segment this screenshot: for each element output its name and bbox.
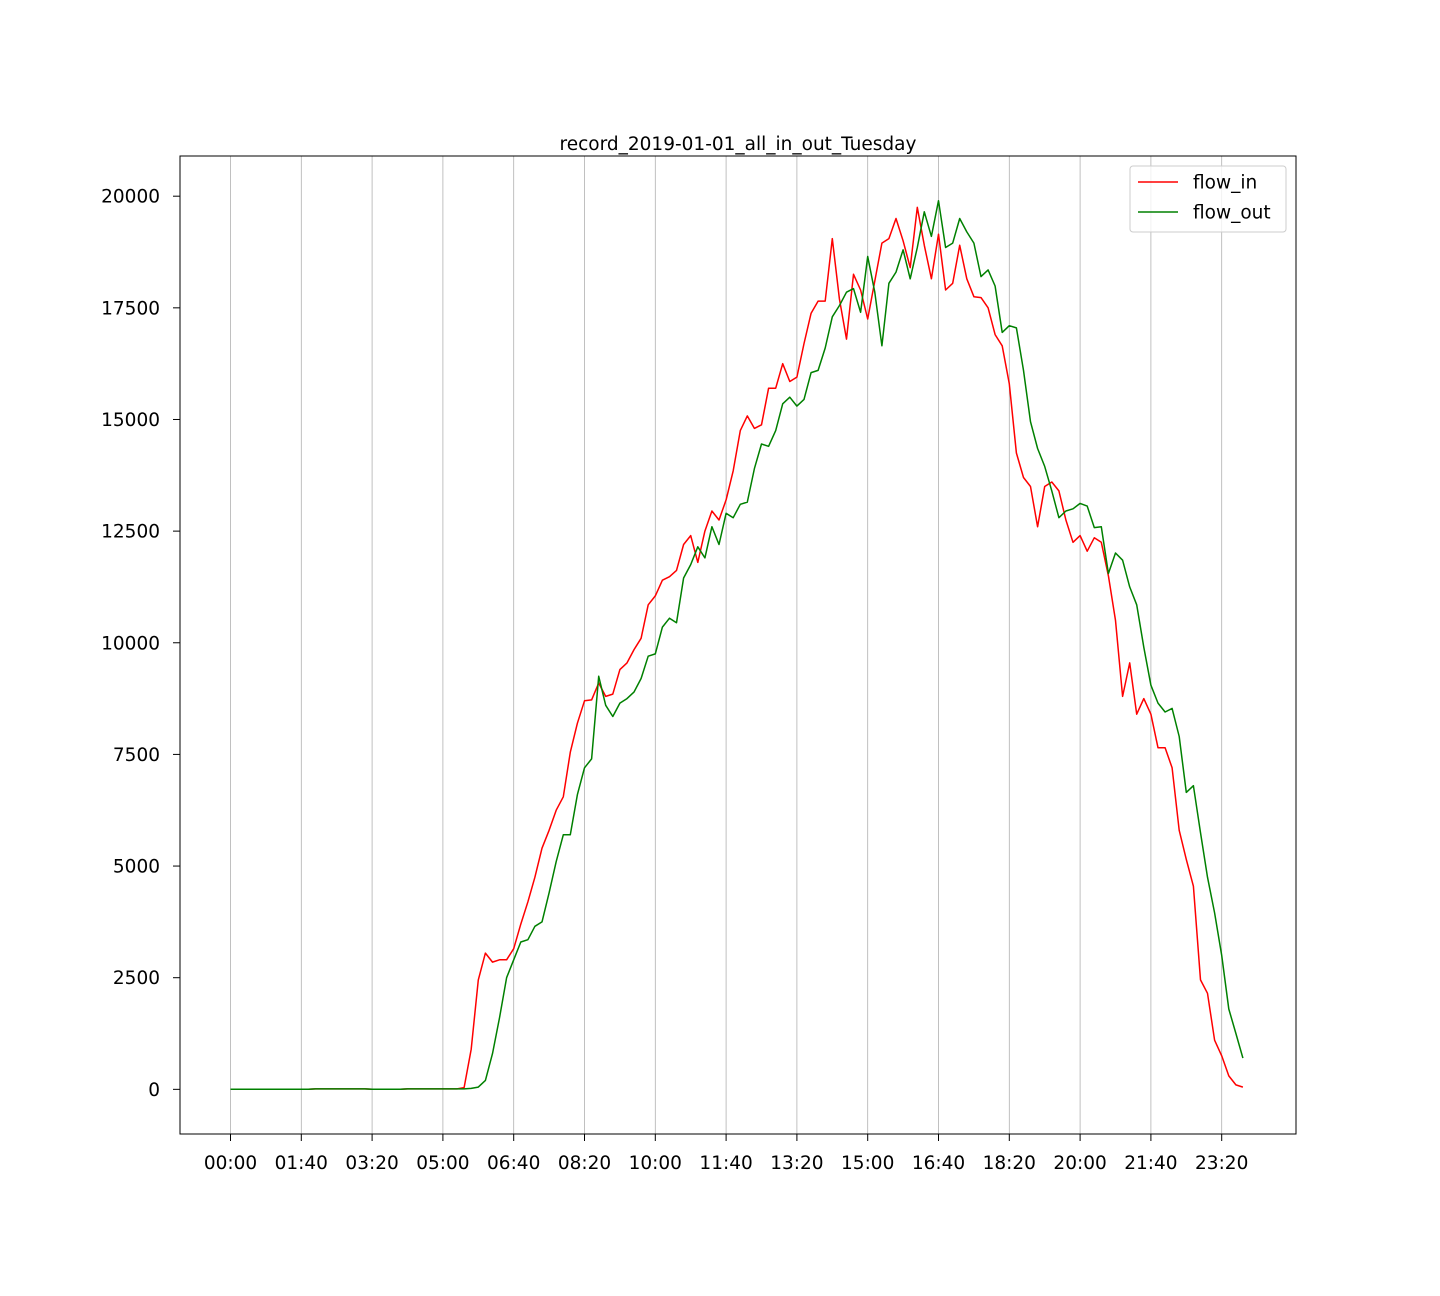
y-tick-label: 7500 — [113, 745, 160, 766]
x-tick-label: 20:00 — [1053, 1153, 1106, 1174]
plot-frame — [179, 155, 1297, 1135]
y-tick-label: 2500 — [113, 968, 160, 989]
series-line-flow-in — [230, 206, 1244, 1091]
y-tick-label: 20000 — [101, 187, 160, 208]
y-axis: 0 2500 5000 7500 10000 12500 15000 17500 20000 — [101, 187, 180, 1101]
x-tick-label: 05:00 — [416, 1153, 469, 1174]
x-tick-label: 06:40 — [487, 1153, 540, 1174]
chart-title: record_2019-01-01_all_in_out_Tuesday — [560, 134, 917, 155]
plot-series-lines — [230, 199, 1244, 1091]
x-tick-label: 03:20 — [345, 1153, 398, 1174]
y-tick-label: 17500 — [101, 298, 160, 319]
x-tick-label: 11:40 — [699, 1153, 752, 1174]
x-tick-label: 00:00 — [204, 1153, 257, 1174]
x-tick-label: 10:00 — [629, 1153, 682, 1174]
y-tick-label: 15000 — [101, 410, 160, 431]
x-tick-label: 23:20 — [1195, 1153, 1248, 1174]
x-tick-label: 18:20 — [983, 1153, 1036, 1174]
legend: flow_in flow_out — [1129, 165, 1287, 233]
series-line-flow-out — [230, 199, 1244, 1091]
legend-label: flow_in — [1193, 173, 1257, 194]
x-tick-label: 15:00 — [841, 1153, 894, 1174]
x-axis: 00:00 01:40 03:20 05:00 06:40 08:20 10:00 11:40… — [204, 1134, 1248, 1174]
x-tick-label: 01:40 — [275, 1153, 328, 1174]
x-tick-label: 13:20 — [770, 1153, 823, 1174]
x-tick-label: 16:40 — [912, 1153, 965, 1174]
x-tick-label: 21:40 — [1124, 1153, 1177, 1174]
x-tick-label: 08:20 — [558, 1153, 611, 1174]
y-tick-label: 10000 — [101, 633, 160, 654]
legend-label: flow_out — [1193, 203, 1271, 224]
x-gridlines — [230, 156, 1223, 1134]
y-tick-label: 0 — [148, 1080, 160, 1101]
y-tick-label: 5000 — [113, 857, 160, 878]
y-tick-label: 12500 — [101, 522, 160, 543]
